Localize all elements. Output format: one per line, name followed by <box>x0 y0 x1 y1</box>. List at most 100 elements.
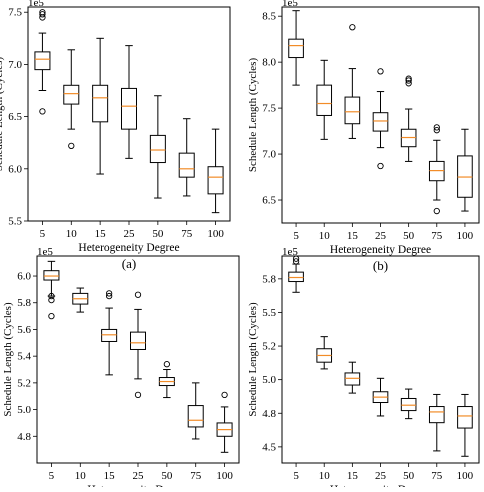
x-tick-label: 75 <box>431 470 443 482</box>
box-25 <box>120 45 138 159</box>
x-tick-label: 50 <box>403 470 415 482</box>
x-tick-label: 10 <box>319 230 331 242</box>
box-5 <box>288 255 304 293</box>
box-body <box>101 328 118 342</box>
box-body <box>400 397 417 412</box>
box-body <box>372 112 389 132</box>
box-10 <box>316 336 333 370</box>
box-body <box>288 38 304 59</box>
box-75 <box>178 118 195 197</box>
box-25 <box>129 291 147 399</box>
outlier-point <box>134 291 142 298</box>
box-100 <box>207 128 224 214</box>
box-5 <box>43 260 60 320</box>
x-tick-label: 50 <box>403 230 415 242</box>
y-tick-label: 5.8 <box>262 273 276 285</box>
box-25 <box>372 377 389 417</box>
outlier-point <box>105 292 113 300</box>
outlier-point <box>163 361 171 368</box>
y-tick-label: 7.5 <box>8 7 22 19</box>
box-10 <box>63 49 80 149</box>
x-tick-label: 100 <box>457 230 474 242</box>
outlier-point <box>405 75 412 82</box>
outlier-point <box>405 77 412 84</box>
box-50 <box>158 361 175 399</box>
y-tick-label: 4.8 <box>262 408 276 420</box>
box-100 <box>457 128 473 212</box>
plot-frame <box>36 255 240 464</box>
outlier-point <box>134 391 142 399</box>
x-tick-label: 25 <box>375 230 387 242</box>
outlier-point <box>105 290 113 297</box>
x-tick-label: 15 <box>104 470 116 482</box>
exponent-label: 1e5 <box>37 246 53 258</box>
y-tick-label: 8.5 <box>262 11 276 23</box>
x-tick-label: 15 <box>347 230 359 242</box>
outlier-point <box>48 312 55 320</box>
box-body <box>344 372 361 386</box>
y-tick-label: 4.5 <box>262 441 276 453</box>
box-100 <box>457 393 473 457</box>
outlier-point <box>48 296 55 304</box>
box-15 <box>92 37 109 175</box>
exponent-label: 1e5 <box>282 0 298 9</box>
box-body <box>149 134 166 164</box>
box-50 <box>400 388 417 420</box>
box-body <box>120 87 138 130</box>
box-15 <box>344 361 361 394</box>
box-5 <box>288 10 304 86</box>
box-body <box>428 406 445 424</box>
outlier-point <box>349 24 356 31</box>
x-tick-label: 25 <box>375 470 387 482</box>
x-tick-label: 10 <box>319 470 331 482</box>
box-body <box>92 84 109 123</box>
outlier-point <box>405 80 412 87</box>
x-axis-label: Heterogeneity Degree <box>330 244 431 256</box>
y-axis-label: Schedule Length (Cycles) <box>247 58 259 173</box>
outlier-point <box>68 142 75 149</box>
outlier-point <box>433 124 440 131</box>
box-body <box>316 84 333 116</box>
box-body <box>34 51 51 71</box>
box-75 <box>187 382 204 440</box>
outlier-point <box>221 391 228 399</box>
box-50 <box>400 75 417 162</box>
y-tick-label: 5.5 <box>262 307 276 319</box>
x-tick-label: 25 <box>124 228 136 240</box>
exponent-label: 1e5 <box>282 246 298 258</box>
y-tick-label: 5.0 <box>262 374 276 386</box>
y-tick-label: 6.0 <box>8 163 22 175</box>
y-tick-label: 7.0 <box>8 59 22 71</box>
y-tick-label: 6.5 <box>8 111 22 123</box>
x-tick-label: 5 <box>293 470 299 482</box>
x-tick-label: 10 <box>66 228 78 240</box>
panel-caption: (a) <box>122 256 136 271</box>
outlier-point <box>377 162 384 170</box>
y-tick-label: 7.5 <box>262 103 276 115</box>
x-tick-label: 100 <box>207 228 224 240</box>
box-15 <box>344 24 361 139</box>
x-tick-label: 75 <box>190 470 202 482</box>
x-tick-label: 75 <box>431 230 443 242</box>
box-body <box>63 84 80 105</box>
box-body <box>129 331 147 350</box>
y-tick-label: 4.8 <box>17 431 31 443</box>
outlier-point <box>39 9 46 16</box>
y-tick-label: 5.0 <box>17 404 31 416</box>
box-10 <box>316 59 333 140</box>
outlier-point <box>48 292 55 300</box>
box-body <box>178 152 195 178</box>
x-tick-label: 100 <box>216 470 233 482</box>
plot-frame <box>281 255 480 464</box>
panel-3: 1e54.85.05.25.45.65.86.051015255075100He… <box>2 246 240 492</box>
y-axis-label: Schedule Length (Cycles) <box>247 302 259 417</box>
box-25 <box>372 68 389 170</box>
y-tick-label: 8.0 <box>262 57 276 69</box>
box-50 <box>149 95 166 199</box>
box-5 <box>34 9 51 115</box>
x-tick-label: 10 <box>75 470 87 482</box>
outlier-point <box>433 207 440 215</box>
outlier-point <box>39 11 46 18</box>
outlier-point <box>292 258 300 265</box>
y-tick-label: 5.8 <box>17 297 31 309</box>
